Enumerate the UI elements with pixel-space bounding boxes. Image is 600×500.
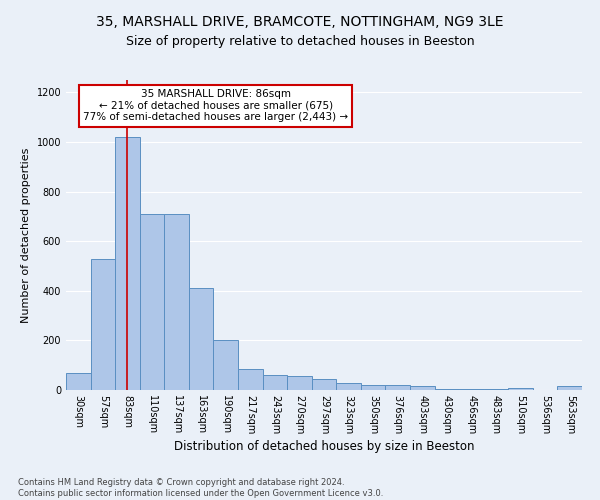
Bar bbox=[385, 385, 410, 390]
Bar bbox=[459, 389, 484, 390]
Bar bbox=[312, 379, 336, 390]
Bar bbox=[434, 389, 459, 390]
Bar bbox=[115, 137, 140, 390]
X-axis label: Distribution of detached houses by size in Beeston: Distribution of detached houses by size … bbox=[174, 440, 474, 453]
Y-axis label: Number of detached properties: Number of detached properties bbox=[21, 148, 31, 322]
Bar bbox=[164, 214, 189, 390]
Bar bbox=[484, 389, 508, 390]
Bar bbox=[214, 340, 238, 390]
Bar bbox=[336, 382, 361, 390]
Text: 35 MARSHALL DRIVE: 86sqm
← 21% of detached houses are smaller (675)
77% of semi-: 35 MARSHALL DRIVE: 86sqm ← 21% of detach… bbox=[83, 90, 348, 122]
Text: Contains HM Land Registry data © Crown copyright and database right 2024.
Contai: Contains HM Land Registry data © Crown c… bbox=[18, 478, 383, 498]
Text: Size of property relative to detached houses in Beeston: Size of property relative to detached ho… bbox=[125, 35, 475, 48]
Bar bbox=[287, 376, 312, 390]
Bar bbox=[238, 369, 263, 390]
Bar bbox=[410, 386, 434, 390]
Bar bbox=[140, 214, 164, 390]
Bar bbox=[189, 288, 214, 390]
Text: 35, MARSHALL DRIVE, BRAMCOTE, NOTTINGHAM, NG9 3LE: 35, MARSHALL DRIVE, BRAMCOTE, NOTTINGHAM… bbox=[96, 15, 504, 29]
Bar bbox=[557, 386, 582, 390]
Bar bbox=[263, 375, 287, 390]
Bar bbox=[361, 385, 385, 390]
Bar bbox=[66, 372, 91, 390]
Bar bbox=[508, 388, 533, 390]
Bar bbox=[91, 258, 115, 390]
